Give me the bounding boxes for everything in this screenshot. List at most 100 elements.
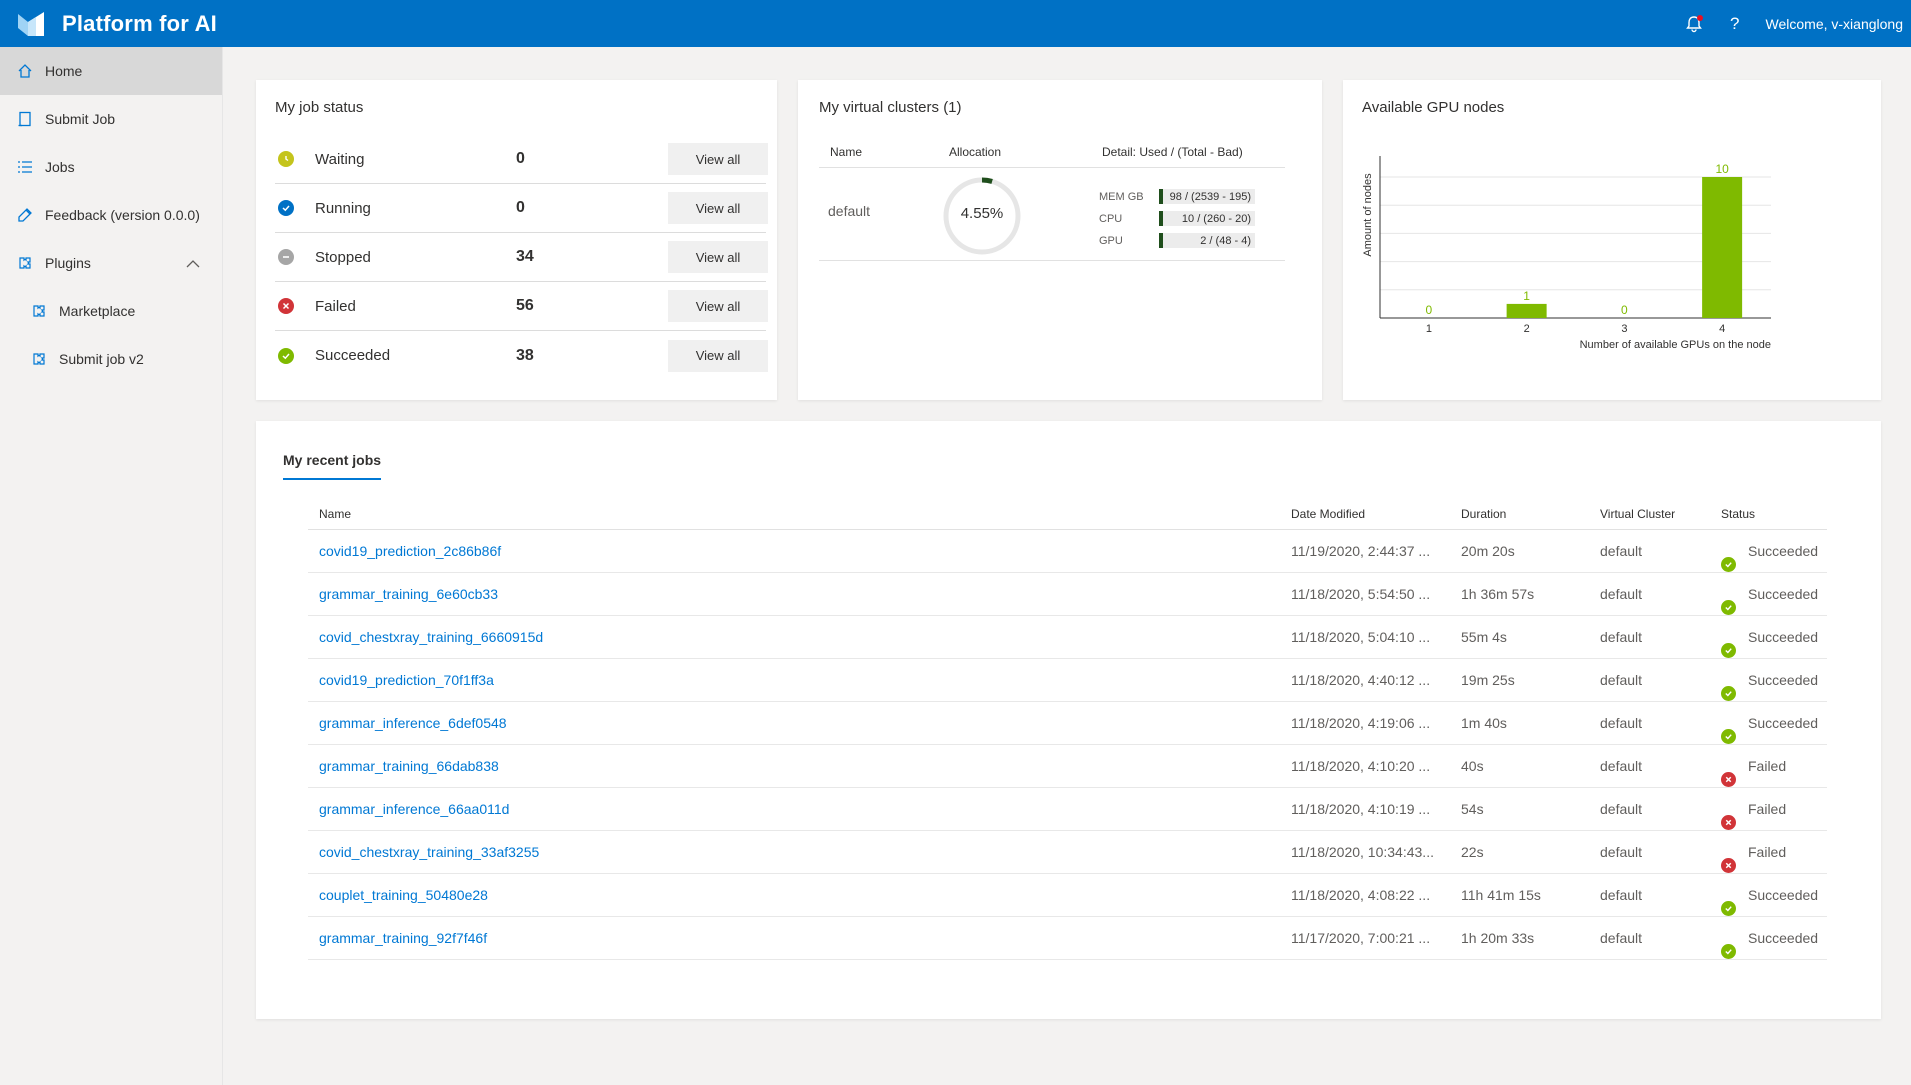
job-date-modified: 11/18/2020, 4:08:22 ...: [1291, 887, 1431, 903]
job-duration: 20m 20s: [1461, 543, 1515, 559]
job-status: Failed: [1748, 844, 1787, 860]
job-duration: 22s: [1461, 844, 1484, 860]
help-icon[interactable]: ?: [1730, 13, 1740, 33]
plugin-icon: [31, 303, 47, 319]
status-count: 0: [516, 150, 525, 167]
job-name-link[interactable]: covid_chestxray_training_33af3255: [319, 844, 540, 860]
x-tick-label: 3: [1621, 323, 1627, 335]
job-date-modified: 11/17/2020, 7:00:21 ...: [1291, 930, 1431, 946]
job-name-link[interactable]: covid_chestxray_training_6660915d: [319, 629, 544, 645]
notification-bell-icon[interactable]: [1684, 14, 1704, 34]
sidebar-item-feedback[interactable]: Feedback (version 0.0.0): [0, 191, 222, 239]
job-virtual-cluster: default: [1600, 715, 1643, 731]
table-row[interactable]: grammar_inference_6def0548 11/18/2020, 4:…: [308, 702, 1827, 745]
table-row[interactable]: couplet_training_50480e28 11/18/2020, 4:0…: [308, 874, 1827, 917]
view-all-waiting-button[interactable]: View all: [668, 143, 768, 175]
table-row[interactable]: grammar_training_92f7f46f 11/17/2020, 7:0…: [308, 917, 1827, 960]
column-header-status[interactable]: Status: [1721, 507, 1756, 521]
job-date-modified: 11/18/2020, 4:10:19 ...: [1291, 801, 1431, 817]
job-virtual-cluster: default: [1600, 543, 1643, 559]
resource-bar-fill: [1159, 233, 1164, 248]
job-virtual-cluster: default: [1600, 758, 1643, 774]
job-duration: 1h 36m 57s: [1461, 586, 1535, 602]
sidebar-item-label: Home: [45, 63, 83, 79]
sidebar-item-plugins[interactable]: Plugins: [0, 239, 222, 287]
bar-2: [1506, 303, 1547, 318]
sidebar-item-label: Submit Job: [45, 111, 116, 127]
resource-bar-fill: [1159, 189, 1164, 204]
virtual-clusters-card: My virtual clusters (1) Name Allocation …: [798, 80, 1322, 400]
job-status: Succeeded: [1748, 930, 1819, 946]
sidebar-item-home[interactable]: Home: [0, 47, 222, 95]
status-label: Stopped: [315, 248, 371, 266]
job-status: Failed: [1748, 801, 1787, 817]
resource-bar: 10 / (260 - 20): [1159, 211, 1255, 226]
vc-table-header: Name Allocation Detail: Used / (Total - …: [819, 135, 1285, 168]
status-label: Running: [315, 199, 371, 217]
stopped-icon: [278, 249, 294, 265]
data-label: 1: [1523, 289, 1530, 303]
table-row[interactable]: grammar_training_66dab838 11/18/2020, 4:1…: [308, 745, 1827, 788]
resource-name: MEM GB: [1099, 191, 1144, 203]
sidebar-item-label: Feedback (version 0.0.0): [45, 207, 200, 223]
view-all-succeeded-button[interactable]: View all: [668, 339, 768, 372]
job-name-link[interactable]: grammar_training_66dab838: [319, 758, 499, 774]
column-header-name[interactable]: Name: [319, 507, 352, 521]
job-status: Succeeded: [1748, 715, 1819, 731]
data-label: 0: [1621, 303, 1628, 317]
vc-name[interactable]: default: [828, 203, 871, 219]
job-duration: 11h 41m 15s: [1461, 887, 1541, 903]
bar-4: [1702, 177, 1743, 318]
chevron-up-icon[interactable]: [186, 256, 200, 272]
job-virtual-cluster: default: [1600, 844, 1643, 860]
sidebar-item-label: Submit job v2: [59, 351, 144, 367]
sidebar-item-submit-job[interactable]: Submit Job: [0, 95, 222, 143]
recent-jobs-card: My recent jobs Name Date Modified Durati…: [256, 421, 1881, 1019]
column-header-date[interactable]: Date Modified: [1291, 507, 1366, 521]
table-row[interactable]: grammar_inference_66aa011d 11/18/2020, 4:…: [308, 788, 1827, 831]
column-header-duration[interactable]: Duration: [1461, 507, 1507, 521]
card-title: My job status: [275, 99, 364, 116]
job-status: Succeeded: [1748, 672, 1819, 688]
job-date-modified: 11/18/2020, 4:40:12 ...: [1291, 672, 1431, 688]
app-logo-icon[interactable]: [16, 10, 46, 38]
sidebar-item-marketplace[interactable]: Marketplace: [0, 287, 222, 335]
status-count: 0: [516, 199, 525, 216]
job-name-link[interactable]: grammar_inference_6def0548: [319, 715, 507, 731]
job-name-link[interactable]: covid19_prediction_2c86b86f: [319, 543, 502, 559]
submit-job-icon: [17, 111, 33, 127]
table-row[interactable]: grammar_training_6e60cb33 11/18/2020, 5:5…: [308, 573, 1827, 616]
sidebar-item-submit-job-v2[interactable]: Submit job v2: [0, 335, 222, 383]
column-header-detail: Detail: Used / (Total - Bad): [1102, 145, 1243, 159]
table-row[interactable]: covid19_prediction_70f1ff3a 11/18/2020, 4…: [308, 659, 1827, 702]
job-name-link[interactable]: grammar_training_6e60cb33: [319, 586, 498, 602]
column-header-virtual-cluster[interactable]: Virtual Cluster: [1600, 507, 1676, 521]
tab-my-recent-jobs[interactable]: My recent jobs: [283, 452, 382, 480]
status-label: Succeeded: [315, 347, 391, 364]
sidebar-item-label: Marketplace: [59, 303, 136, 319]
welcome-user-menu[interactable]: Welcome, v-xianglong: [1765, 15, 1903, 32]
resource-value: 98 / (2539 - 195): [1169, 191, 1251, 203]
job-name-link[interactable]: grammar_training_92f7f46f: [319, 930, 488, 946]
job-status: Succeeded: [1748, 887, 1819, 903]
table-row[interactable]: covid_chestxray_training_33af3255 11/18/2…: [308, 831, 1827, 874]
table-row[interactable]: covid19_prediction_2c86b86f 11/19/2020, 2…: [308, 530, 1827, 573]
job-duration: 55m 4s: [1461, 629, 1507, 645]
job-name-link[interactable]: covid19_prediction_70f1ff3a: [319, 672, 494, 688]
view-all-running-button[interactable]: View all: [668, 192, 768, 224]
view-all-failed-button[interactable]: View all: [668, 290, 768, 322]
job-virtual-cluster: default: [1600, 887, 1643, 903]
status-row-waiting: Waiting 0 View all: [275, 135, 768, 184]
job-virtual-cluster: default: [1600, 930, 1643, 946]
resource-name: GPU: [1099, 235, 1123, 247]
x-tick-label: 4: [1719, 323, 1725, 335]
vc-row-default[interactable]: default 4.55% MEM GB 98 / (2539 - 195) C…: [819, 168, 1285, 261]
app-title[interactable]: Platform for AI: [62, 10, 217, 36]
x-tick-label: 2: [1524, 323, 1530, 335]
table-row[interactable]: covid_chestxray_training_6660915d 11/18/2…: [308, 616, 1827, 659]
plugin-icon: [31, 351, 47, 367]
job-name-link[interactable]: couplet_training_50480e28: [319, 887, 488, 903]
job-name-link[interactable]: grammar_inference_66aa011d: [319, 801, 510, 817]
sidebar-item-jobs[interactable]: Jobs: [0, 143, 222, 191]
view-all-stopped-button[interactable]: View all: [668, 241, 768, 273]
